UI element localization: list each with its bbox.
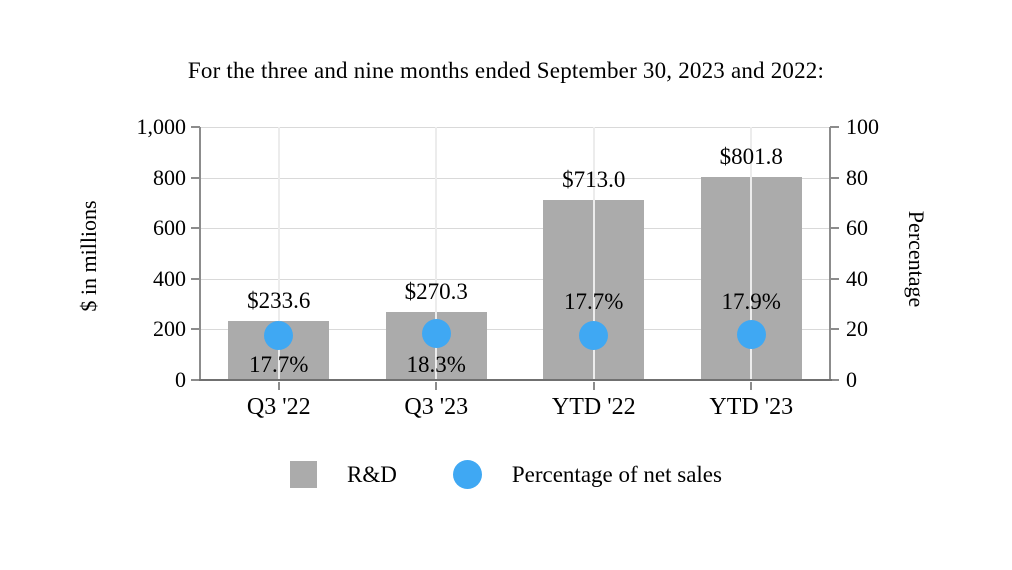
left-axis-tick	[191, 277, 200, 280]
right-axis-tick-label: 0	[846, 367, 857, 392]
left-axis-tick-label: 0	[175, 367, 186, 392]
left-axis-tick-label: 1,000	[136, 114, 187, 139]
left-axis-line	[199, 127, 201, 380]
right-axis-line	[829, 127, 831, 380]
percentage-label: 17.9%	[721, 288, 781, 314]
x-axis-line	[199, 379, 832, 381]
bar-series-swatch	[290, 461, 318, 488]
x-axis-tick	[277, 382, 280, 390]
legend-item-rd: R&D	[290, 461, 397, 488]
v-gridline	[592, 127, 595, 380]
legend-item-percentage: Percentage of net sales	[452, 460, 722, 489]
left-axis-tick	[191, 379, 200, 381]
x-axis-label: Q3 '23	[404, 394, 469, 420]
percentage-label: 18.3%	[406, 352, 466, 377]
percentage-label: 17.7%	[564, 289, 624, 315]
left-axis-tick	[191, 227, 200, 230]
left-axis-tick-label: 600	[153, 215, 186, 241]
right-axis-tick	[830, 328, 839, 331]
legend: R&D Percentage of net sales	[0, 460, 1012, 489]
plot-area: 0 200 400 600 800 1,000 0 20 40 60 80 100 $233.6 17.7…	[137, 114, 880, 420]
right-axis-tick	[830, 227, 839, 230]
percentage-dot	[421, 319, 451, 349]
x-axis-label: Q3 '22	[246, 394, 311, 420]
h-gridline	[200, 127, 830, 128]
h-gridline	[200, 228, 830, 230]
x-axis-tick	[592, 382, 595, 390]
left-axis-tick-label: 200	[153, 316, 186, 342]
bar-value-label: $801.8	[719, 144, 783, 170]
v-gridline	[750, 127, 753, 380]
h-gridline	[200, 329, 830, 331]
h-gridline	[200, 278, 830, 280]
right-axis-tick	[830, 379, 839, 381]
right-axis-tick-label: 80	[846, 164, 868, 190]
percentage-dot	[264, 320, 294, 350]
percentage-label: 17.7%	[249, 352, 309, 377]
left-axis-tick-label: 400	[153, 265, 186, 291]
left-axis-tick	[191, 328, 200, 331]
percentage-dot	[579, 320, 609, 350]
right-axis-tick-label: 20	[846, 316, 868, 342]
legend-label-rd: R&D	[347, 461, 397, 487]
bar-value-label: $713.0	[562, 166, 626, 192]
x-axis-label: YTD '23	[709, 394, 794, 420]
right-axis-tick	[830, 126, 839, 128]
legend-label-percentage: Percentage of net sales	[511, 461, 722, 487]
x-axis-tick	[750, 382, 753, 390]
left-axis-tick-label: 800	[153, 164, 186, 190]
right-axis-tick-label: 100	[846, 114, 879, 139]
right-axis-tick-label: 60	[846, 215, 868, 241]
x-axis-label: YTD '22	[551, 394, 636, 420]
percentage-dot	[736, 320, 766, 350]
v-gridline	[277, 127, 280, 380]
right-axis-title: Percentage	[904, 210, 929, 308]
chart-title: For the three and nine months ended Sept…	[187, 58, 825, 83]
x-axis-tick	[435, 382, 438, 390]
v-gridline	[435, 127, 438, 380]
bar-value-label: $270.3	[404, 278, 468, 304]
left-axis-tick	[191, 176, 200, 179]
scatter-series-swatch	[452, 460, 482, 489]
bar-value-label: $233.6	[247, 287, 311, 313]
right-axis-tick-label: 40	[846, 265, 868, 291]
h-gridline	[200, 177, 830, 179]
right-axis-tick	[830, 277, 839, 280]
left-axis-tick	[191, 126, 200, 128]
right-axis-tick	[830, 176, 839, 179]
left-axis-title: $ in millions	[76, 200, 101, 312]
